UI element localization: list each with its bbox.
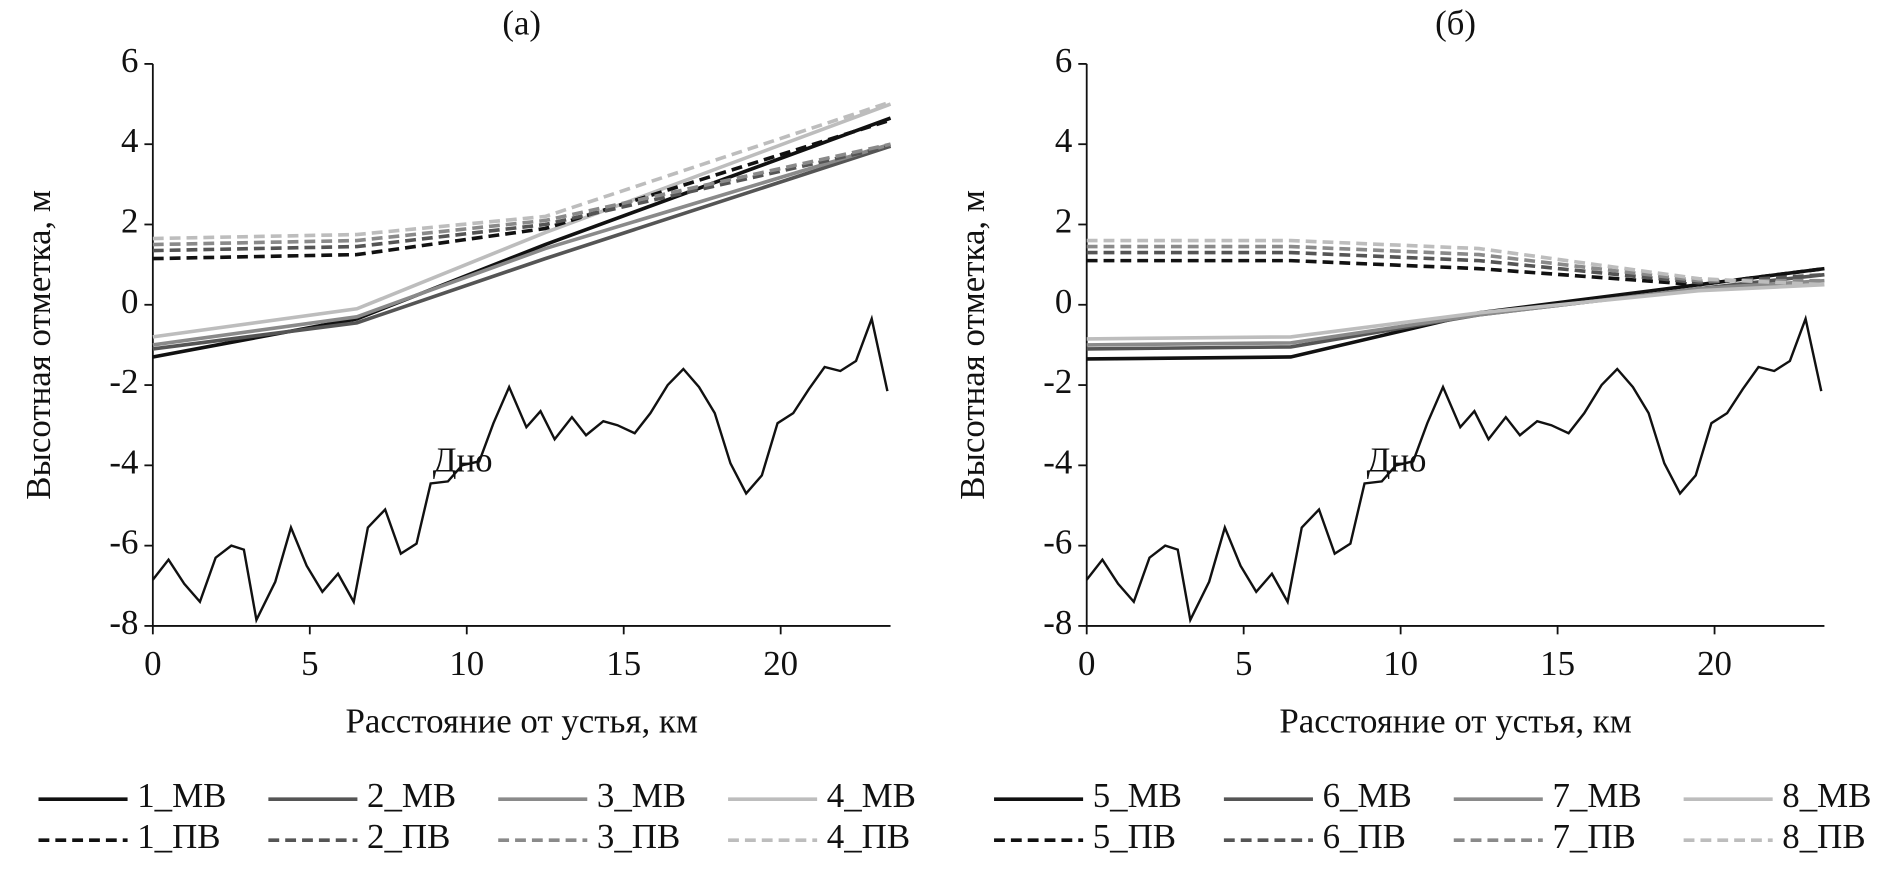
series-line (1086, 238, 1825, 287)
series-line (152, 144, 892, 351)
legend-label: 8_МВ (1782, 776, 1871, 815)
legend-label: 8_ПВ (1782, 817, 1865, 856)
bottom-label: Дно (1367, 440, 1427, 479)
x-tick-label: 5 (1235, 644, 1252, 683)
series-line (152, 102, 892, 339)
x-tick-label: 10 (1383, 644, 1418, 683)
bottom-line (1085, 314, 1823, 624)
x-tick-label: 15 (1540, 644, 1575, 683)
legend-label: 6_МВ (1323, 776, 1412, 815)
legend-label: 7_ПВ (1552, 817, 1635, 856)
series-line (1086, 282, 1825, 341)
legend-label: 2_ПВ (367, 817, 450, 856)
x-tick-label: 5 (301, 644, 318, 683)
y-tick-label: 4 (121, 121, 138, 160)
y-tick-label: 0 (121, 282, 138, 321)
panel-title: (б) (1435, 4, 1476, 43)
x-tick-label: 10 (449, 644, 484, 683)
y-tick-label: 2 (121, 201, 138, 240)
y-axis-label: Высотная отметка, м (19, 190, 58, 500)
legend-label: 2_МВ (367, 776, 456, 815)
y-tick-label: 2 (1055, 201, 1072, 240)
y-tick-label: -6 (1043, 523, 1072, 562)
y-axis-label: Высотная отметка, м (953, 190, 992, 500)
bottom-line (151, 314, 889, 624)
series-line (152, 144, 891, 253)
legend-label: 5_МВ (1093, 776, 1182, 815)
x-tick-label: 20 (1697, 644, 1732, 683)
y-tick-label: 6 (121, 41, 138, 80)
x-tick-label: 20 (763, 644, 798, 683)
y-tick-label: 0 (1055, 282, 1072, 321)
legend-label: 3_ПВ (597, 817, 680, 856)
series-line (152, 142, 891, 247)
legend-label: 4_ПВ (827, 817, 910, 856)
legend-label: 1_ПВ (137, 817, 220, 856)
y-tick-label: -8 (1043, 603, 1072, 642)
x-axis-label: Расстояние от устья, км (345, 702, 697, 741)
y-tick-label: 6 (1055, 41, 1072, 80)
legend-label: 4_МВ (827, 776, 916, 815)
x-tick-label: 0 (1078, 644, 1095, 683)
legend-label: 5_ПВ (1093, 817, 1176, 856)
y-tick-label: -8 (109, 603, 138, 642)
series-line (152, 100, 892, 241)
y-tick-label: -4 (1043, 442, 1072, 481)
legend-label: 6_ПВ (1323, 817, 1406, 856)
y-tick-label: -4 (109, 442, 138, 481)
y-tick-label: 4 (1055, 121, 1072, 160)
y-tick-label: -2 (109, 362, 138, 401)
x-tick-label: 0 (144, 644, 161, 683)
panel-title: (а) (502, 4, 541, 43)
series-line (1086, 250, 1825, 285)
legend-label: 3_МВ (597, 776, 686, 815)
y-tick-label: -6 (109, 523, 138, 562)
series-line (1086, 244, 1825, 283)
series-line (152, 118, 892, 261)
x-tick-label: 15 (606, 644, 641, 683)
bottom-label: Дно (433, 440, 493, 479)
legend-label: 1_МВ (137, 776, 226, 815)
x-axis-label: Расстояние от устья, км (1279, 702, 1631, 741)
legend-label: 7_МВ (1552, 776, 1641, 815)
y-tick-label: -2 (1043, 362, 1072, 401)
series-line (152, 142, 892, 347)
series-line (1086, 258, 1825, 287)
series-line (1086, 278, 1825, 347)
